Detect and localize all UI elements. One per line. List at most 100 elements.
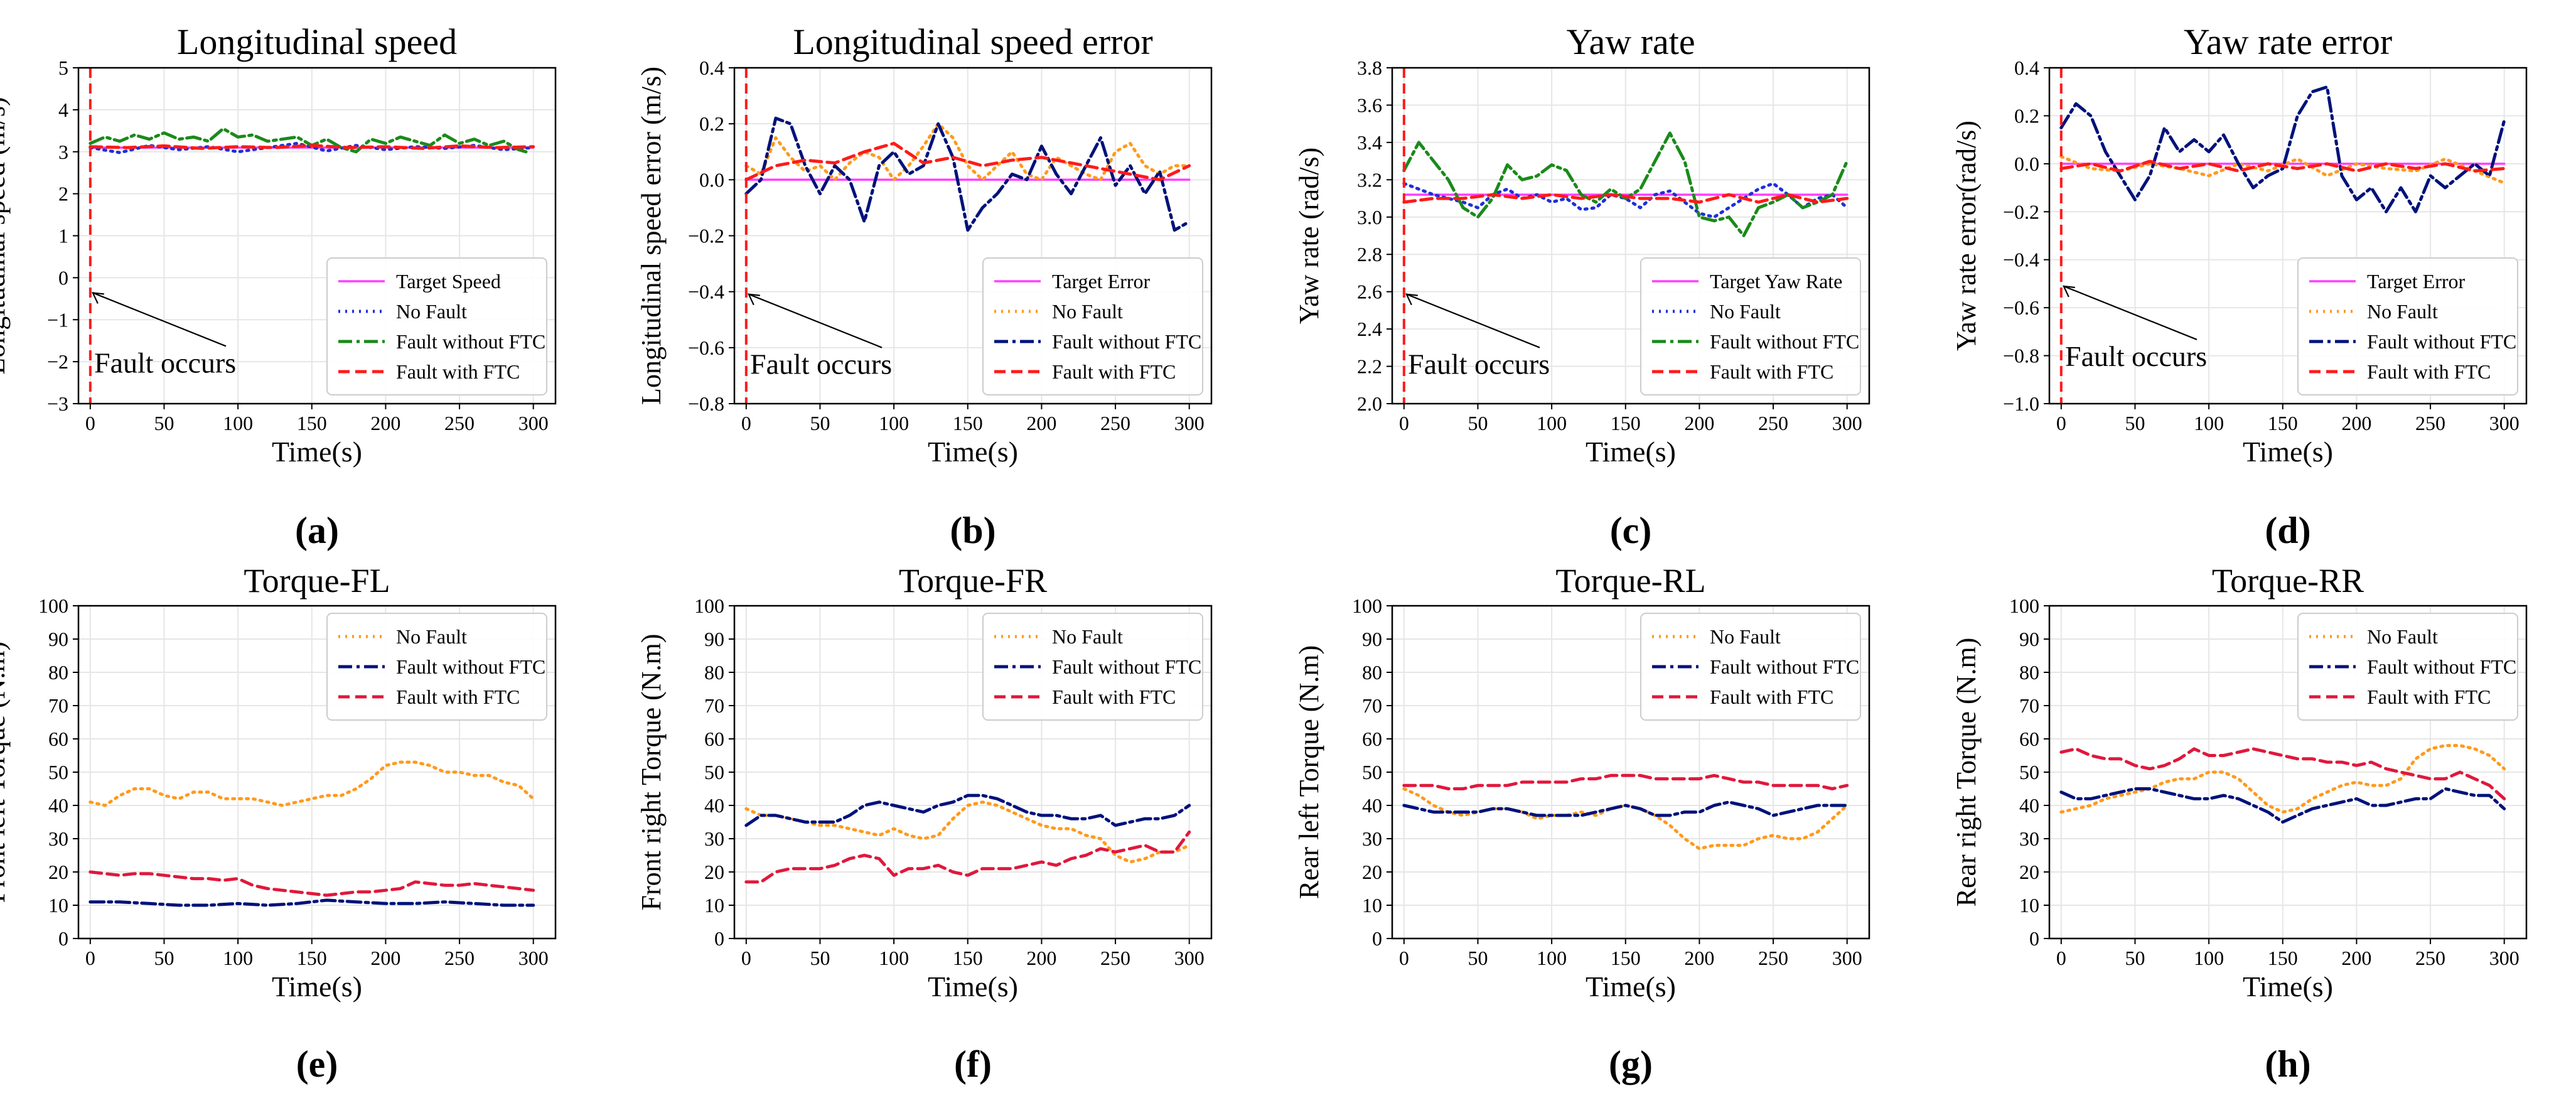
y-tick-label: 90 <box>2019 628 2039 650</box>
y-tick-label: 80 <box>1362 661 1382 684</box>
y-tick-label: 50 <box>1362 761 1382 783</box>
y-tick-label: 50 <box>704 761 724 783</box>
fault-annotation: Fault occurs <box>94 347 236 379</box>
y-tick-label: 2.6 <box>1357 281 1382 303</box>
x-tick-label: 250 <box>1100 947 1130 969</box>
legend-entry-label: Fault without FTC <box>1052 655 1201 678</box>
series-line-fault_with_ftc <box>1402 193 1849 204</box>
legend-box <box>1640 257 1861 395</box>
chart-title: Torque-FR <box>899 562 1047 600</box>
fault-annotation: Fault occurs <box>1408 348 1550 380</box>
x-tick-label: 150 <box>953 947 983 969</box>
legend-box <box>326 257 547 395</box>
legend-entry-label: No Fault <box>396 625 467 648</box>
x-tick-label: 200 <box>370 947 400 969</box>
panel-label: (d) <box>2265 510 2310 551</box>
x-tick-label: 0 <box>85 947 95 969</box>
chart-e: 0 50 100 150 200 250 300 0 10 20 30 40 50 60 70 80 90 100… <box>0 562 557 1085</box>
x-tick-label: 50 <box>2125 947 2145 969</box>
x-tick-label: 150 <box>1611 947 1641 969</box>
legend-entry-label: No Fault <box>1052 300 1123 323</box>
y-tick-label: 10 <box>48 894 68 917</box>
chart-f: 0 50 100 150 200 250 300 0 10 20 30 40 50 60 70 80 90 100… <box>636 562 1213 1085</box>
x-tick-label: 200 <box>1684 947 1714 969</box>
legend-entry-label: Fault without FTC <box>2367 655 2516 678</box>
legend-entry-label: Fault without FTC <box>396 330 545 353</box>
y-tick-label: 0 <box>1372 927 1382 950</box>
y-tick-label: 3.6 <box>1357 94 1382 116</box>
legend-entry-label: Target Yaw Rate <box>1710 270 1842 293</box>
legend-entry-label: No Fault <box>1052 625 1123 648</box>
fault-arrow-head <box>747 293 760 306</box>
y-tick-label: 30 <box>2019 827 2039 850</box>
legend: No Fault Fault without FTC Fault with FTC <box>2297 613 2518 721</box>
legend-box <box>1640 613 1861 721</box>
fault-arrow <box>92 292 227 347</box>
y-tick-label: 20 <box>1362 861 1382 883</box>
y-tick-label: 10 <box>1362 894 1382 917</box>
y-tick-label: 20 <box>48 861 68 883</box>
y-axis-label: Longitudinal speed (m/s) <box>0 97 11 374</box>
y-tick-label: 3.2 <box>1357 168 1382 191</box>
y-tick-label: 60 <box>1362 728 1382 750</box>
x-axis-label: Time(s) <box>1586 436 1676 468</box>
legend-entry-label: Fault without FTC <box>1710 655 1859 678</box>
fault-arrow <box>2063 285 2198 340</box>
x-tick-label: 150 <box>953 412 983 434</box>
y-tick-label: 3.4 <box>1357 131 1382 154</box>
series-line-no_fault <box>744 122 1191 181</box>
x-tick-label: 300 <box>2489 412 2520 434</box>
legend: No Fault Fault without FTC Fault with FTC <box>326 613 547 721</box>
series-line-fault_with_ftc <box>744 141 1191 181</box>
x-tick-label: 50 <box>1468 412 1488 434</box>
legend-box <box>982 257 1203 395</box>
series-line-fault_without_ftc_speed <box>1402 131 1849 237</box>
y-tick-label: 90 <box>704 628 724 650</box>
legend-entry-label: Fault without FTC <box>1052 330 1201 353</box>
x-tick-label: 300 <box>1174 947 1205 969</box>
y-tick-label: −0.6 <box>688 336 724 359</box>
x-tick-label: 0 <box>2056 412 2066 434</box>
x-tick-label: 100 <box>223 947 253 969</box>
y-tick-label: 0 <box>714 927 724 950</box>
legend-entry-label: Fault without FTC <box>2367 330 2516 353</box>
legend-entry-label: Fault with FTC <box>2367 360 2491 383</box>
y-tick-label: 100 <box>2009 594 2039 617</box>
panel-label: (g) <box>1609 1043 1653 1085</box>
x-axis-label: Time(s) <box>928 971 1018 1003</box>
chart-h: 0 50 100 150 200 250 300 0 10 20 30 40 50 60 70 80 90 100… <box>1951 562 2528 1085</box>
y-tick-label: 0.2 <box>699 112 724 135</box>
x-axis-label: Time(s) <box>1586 971 1676 1003</box>
x-tick-label: 50 <box>810 947 830 969</box>
y-axis-label: Rear right Torque (N.m) <box>1951 638 1982 907</box>
series-line-fault_without_ftc <box>1402 800 1849 817</box>
fault-arrow-head <box>2062 285 2075 298</box>
y-tick-label: 80 <box>2019 661 2039 684</box>
y-tick-label: 40 <box>704 794 724 817</box>
legend-entry-label: Fault with FTC <box>396 686 520 708</box>
chart-a: Fault occurs 0 50 100 150 200 250 300 −3 −2 −1 0 1 2 3… <box>0 21 557 551</box>
y-tick-label: 2.0 <box>1357 392 1382 415</box>
y-axis-label: Front left Torque (N.m) <box>0 642 11 903</box>
legend-entry-label: No Fault <box>396 300 467 323</box>
fault-annotation: Fault occurs <box>750 348 892 380</box>
x-tick-label: 250 <box>444 947 475 969</box>
series-line-fault_without_ftc <box>744 116 1191 232</box>
legend-entry-label: Fault without FTC <box>1710 330 1859 353</box>
y-tick-label: 40 <box>48 794 68 817</box>
y-tick-label: 0.0 <box>2014 153 2039 175</box>
y-tick-label: 10 <box>704 894 724 917</box>
legend-entry-label: Fault with FTC <box>396 360 520 383</box>
x-tick-label: 100 <box>1537 412 1567 434</box>
fault-arrow <box>748 293 883 348</box>
x-axis-label: Time(s) <box>272 971 362 1003</box>
x-tick-label: 50 <box>2125 412 2145 434</box>
y-tick-label: 30 <box>48 827 68 850</box>
x-tick-label: 300 <box>1832 947 1862 969</box>
y-tick-label: 100 <box>694 594 724 617</box>
x-tick-label: 100 <box>2194 947 2224 969</box>
y-tick-label: 5 <box>58 56 68 79</box>
series-line-fault_with_ftc_torque <box>1402 773 1849 790</box>
y-tick-label: 2 <box>58 183 68 205</box>
